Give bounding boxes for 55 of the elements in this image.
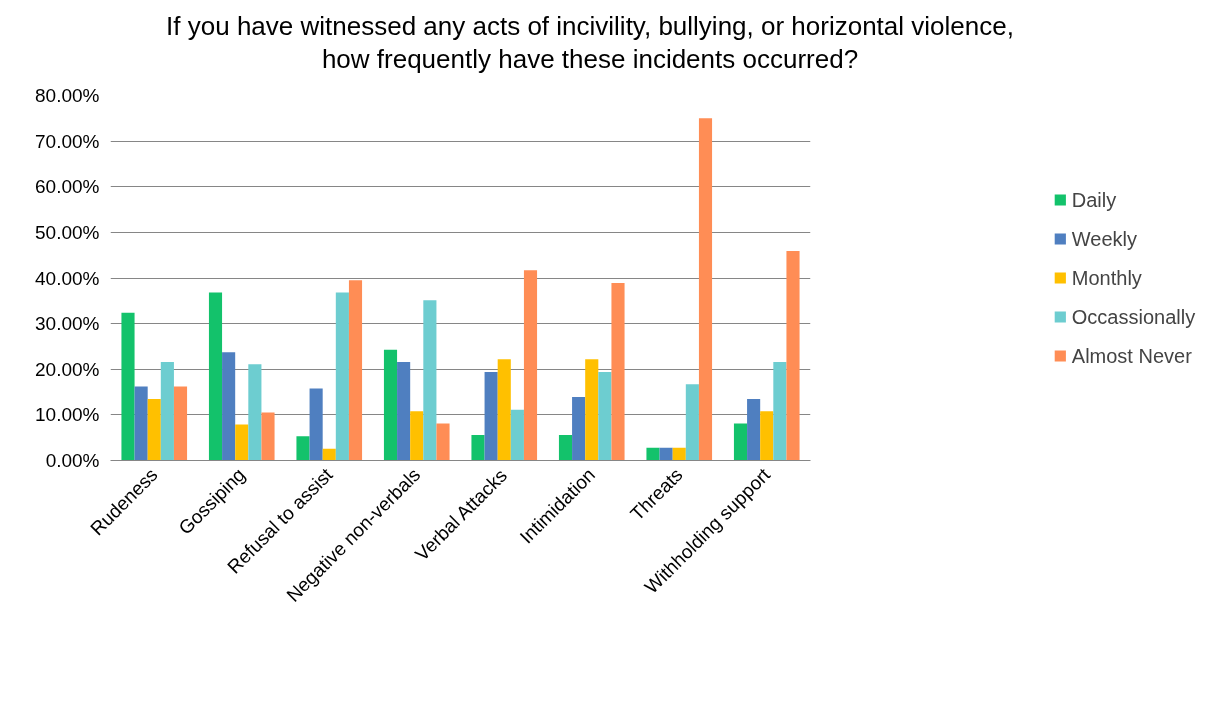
bar bbox=[484, 371, 498, 461]
chart-title: If you have witnessed any acts of incivility, bullying, or horizontal violence, how frequently have these incidents occurred? bbox=[165, 10, 1015, 75]
y-tick-label: 30.00% bbox=[35, 313, 100, 335]
y-tick-label: 70.00% bbox=[35, 130, 100, 152]
legend-label: Weekly bbox=[1071, 227, 1138, 250]
y-tick-label: 80.00% bbox=[35, 85, 100, 106]
bar bbox=[510, 409, 524, 461]
bar bbox=[309, 388, 323, 461]
bar bbox=[786, 251, 800, 461]
bar bbox=[121, 312, 135, 461]
bar bbox=[523, 270, 538, 461]
bar bbox=[598, 371, 612, 461]
bar bbox=[134, 386, 148, 461]
bar bbox=[747, 398, 761, 461]
bar bbox=[261, 412, 275, 461]
y-tick-label: 20.00% bbox=[35, 358, 100, 380]
bar bbox=[497, 359, 511, 461]
bar bbox=[235, 424, 249, 461]
bar bbox=[410, 411, 424, 461]
y-tick-label: 60.00% bbox=[35, 176, 100, 198]
bar bbox=[383, 349, 398, 461]
y-tick-label: 10.00% bbox=[35, 404, 100, 426]
legend-label: Almost Never bbox=[1071, 344, 1192, 367]
bar bbox=[773, 361, 787, 461]
bar bbox=[659, 447, 673, 461]
bar bbox=[335, 292, 349, 461]
bar bbox=[572, 397, 586, 461]
y-tick-label: 50.00% bbox=[35, 221, 100, 243]
legend-label: Occassionally bbox=[1071, 305, 1196, 328]
bar bbox=[147, 398, 161, 461]
legend-label: Daily bbox=[1071, 188, 1117, 211]
bar bbox=[685, 384, 699, 461]
bar bbox=[698, 118, 713, 461]
bar bbox=[160, 361, 174, 461]
bar bbox=[733, 423, 748, 461]
bar bbox=[471, 434, 485, 461]
bar bbox=[222, 352, 236, 461]
legend-label: Monthly bbox=[1071, 266, 1142, 289]
bar bbox=[322, 448, 336, 461]
bar bbox=[585, 359, 599, 461]
bar bbox=[248, 364, 262, 461]
bar bbox=[760, 411, 774, 461]
y-tick-label: 40.00% bbox=[35, 267, 100, 289]
bar bbox=[646, 447, 660, 461]
bar bbox=[672, 447, 686, 461]
bar bbox=[558, 434, 573, 461]
bar bbox=[296, 436, 310, 461]
y-tick-label: 0.00% bbox=[45, 450, 100, 471]
bar bbox=[208, 292, 223, 461]
bar bbox=[173, 386, 188, 461]
bar bbox=[611, 283, 625, 461]
bar bbox=[348, 280, 363, 461]
bar bbox=[397, 361, 411, 461]
bar bbox=[436, 423, 450, 461]
bar bbox=[423, 300, 437, 461]
